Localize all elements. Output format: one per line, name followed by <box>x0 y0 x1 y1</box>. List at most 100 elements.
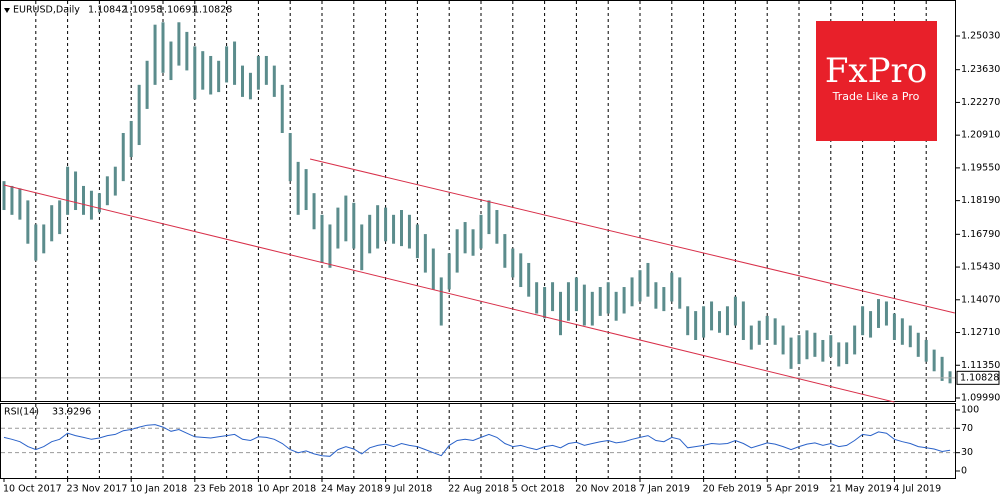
y-tick-label: 100 <box>961 404 979 415</box>
price-bar <box>853 325 857 355</box>
price-bar <box>58 200 62 235</box>
price-bar <box>169 41 173 81</box>
price-bar <box>908 325 912 348</box>
price-bar <box>678 277 682 309</box>
price-bar <box>304 169 308 211</box>
quote-open: 1.10842 <box>88 5 127 16</box>
price-bar <box>2 181 6 211</box>
price-bar <box>89 190 93 220</box>
price-bar <box>821 339 825 362</box>
rsi-panel <box>0 403 956 479</box>
price-bar <box>622 287 626 314</box>
x-tick-label: 9 Jul 2018 <box>385 484 433 495</box>
price-bar <box>439 277 443 326</box>
price-bar <box>129 120 133 158</box>
price-bar <box>598 287 602 316</box>
price-bar <box>654 282 658 309</box>
y-tick-label: 1.14070 <box>961 294 1000 305</box>
x-tick-label: 10 Apr 2018 <box>257 484 316 495</box>
price-bar <box>797 335 801 365</box>
price-bar <box>702 306 706 338</box>
x-tick-label: 4 Jul 2019 <box>893 484 941 495</box>
price-bar <box>582 284 586 326</box>
logo-box <box>816 21 937 141</box>
price-bar <box>829 335 833 357</box>
y-tick-label: 1.09990 <box>961 392 1000 403</box>
price-bar <box>288 132 292 182</box>
price-bar <box>479 214 483 249</box>
x-tick-label: 10 Jan 2018 <box>130 484 187 495</box>
price-bar <box>201 51 205 90</box>
price-bar <box>177 22 181 66</box>
price-bar <box>423 234 427 273</box>
price-bar <box>241 65 244 97</box>
price-bar <box>511 248 515 278</box>
price-bar <box>924 339 928 362</box>
price-bar <box>368 214 372 254</box>
price-bar <box>400 210 403 247</box>
price-bar <box>10 185 14 215</box>
price-bar <box>66 166 70 215</box>
quote-close: 1.10828 <box>193 5 232 16</box>
price-bar <box>34 224 38 261</box>
price-bar <box>50 205 54 242</box>
price-bar <box>845 342 849 365</box>
price-bar <box>193 46 197 100</box>
price-bar <box>105 176 109 206</box>
price-bar <box>455 229 459 273</box>
price-bar <box>686 306 690 336</box>
price-bar <box>765 315 769 340</box>
price-bar <box>503 234 507 268</box>
y-tick-label: 1.19550 <box>961 162 1000 173</box>
price-bar <box>725 306 729 336</box>
price-bar <box>153 24 157 85</box>
price-bar <box>932 349 936 372</box>
price-bar <box>352 202 356 249</box>
y-tick-label: 1.11350 <box>961 360 1000 371</box>
price-bar <box>574 277 578 312</box>
logo-name: FxPro <box>825 51 927 91</box>
price-bar <box>638 270 642 302</box>
price-bar <box>733 296 737 326</box>
x-tick-label: 20 Nov 2018 <box>575 484 636 495</box>
price-bar <box>145 60 149 109</box>
trend-line <box>309 158 955 314</box>
y-tick-label: 1.18190 <box>961 195 1000 206</box>
price-bar <box>384 207 388 242</box>
price-bar <box>360 224 364 271</box>
price-bar <box>233 41 237 85</box>
price-bar <box>376 205 380 249</box>
price-bar <box>121 132 125 182</box>
y-tick-label: 70 <box>961 423 973 434</box>
collapse-icon[interactable] <box>4 8 10 13</box>
y-tick-label: 1.20910 <box>961 130 1000 141</box>
price-bar <box>447 253 451 290</box>
x-tick-label: 10 Oct 2017 <box>3 484 62 495</box>
price-bar <box>877 299 880 328</box>
price-bar <box>344 195 348 242</box>
price-bar <box>813 332 817 357</box>
price-bar <box>670 272 674 302</box>
price-bar <box>113 166 117 196</box>
price-bar <box>789 337 793 369</box>
price-bar <box>97 193 101 213</box>
price-bar <box>837 342 841 367</box>
price-bar <box>741 301 745 340</box>
price-bar <box>566 282 570 321</box>
y-tick-label: 1.25030 <box>961 30 1000 41</box>
price-bar <box>543 287 547 319</box>
x-tick-label: 21 May 2019 <box>830 484 892 495</box>
price-bar <box>185 31 189 71</box>
price-bar <box>217 60 221 93</box>
price-bar <box>694 311 698 340</box>
y-tick-label: 1.23630 <box>961 64 1000 75</box>
price-bar <box>161 22 165 73</box>
price-bar <box>606 282 610 314</box>
x-tick-label: 24 May 2018 <box>321 484 383 495</box>
price-bar <box>280 84 284 133</box>
price-bar <box>900 318 904 345</box>
logo-tagline: Trade Like a Pro <box>832 90 920 103</box>
trend-line <box>3 184 895 403</box>
price-bar <box>82 185 85 215</box>
